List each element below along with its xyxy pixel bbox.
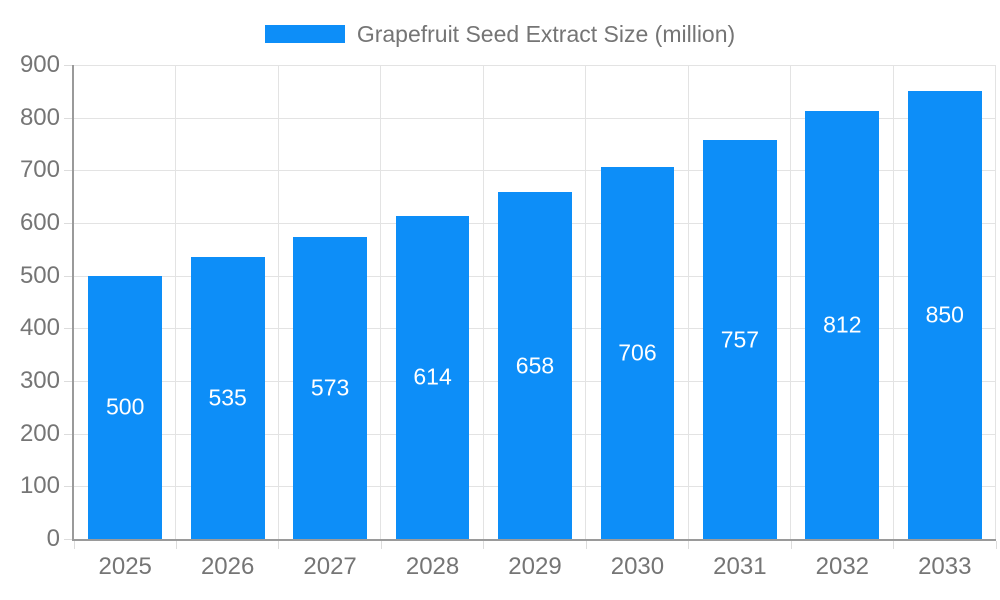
bar-value-label: 850	[925, 301, 964, 328]
bar: 812	[805, 111, 880, 539]
gridline-v	[482, 65, 484, 539]
y-tick-label: 600	[19, 209, 60, 236]
bar: 614	[395, 215, 470, 539]
y-axis-tick	[64, 381, 72, 382]
bar-value-label: 535	[208, 384, 247, 411]
x-tick-label: 2025	[98, 553, 152, 580]
y-axis-tick	[64, 223, 72, 224]
y-tick-label: 200	[19, 419, 60, 447]
plot-area: 0 100 200 300 400 500 600 700 800 900 500 2025 535 20…	[20, 53, 997, 579]
bar: 757	[703, 140, 777, 539]
legend-swatch	[264, 25, 345, 43]
x-axis-tick	[893, 541, 895, 549]
y-axis-tick	[64, 117, 72, 119]
bar: 706	[600, 167, 675, 539]
gridline-h	[74, 170, 996, 172]
gridline-v	[585, 65, 587, 539]
y-tick-label: 100	[19, 472, 60, 500]
y-axis-line	[72, 65, 74, 541]
bar-value-label: 658	[515, 352, 555, 379]
y-axis-tick	[64, 433, 72, 435]
x-tick-label: 2033	[918, 553, 972, 580]
y-axis-tick	[64, 65, 72, 66]
legend: Grapefruit Seed Extract Size (million)	[0, 14, 1000, 54]
y-tick-label: 0	[46, 525, 60, 552]
x-axis-tick	[278, 541, 280, 549]
bar-value-label: 614	[413, 363, 452, 390]
bar-value-label: 706	[618, 339, 657, 366]
legend-label: Grapefruit Seed Extract Size (million)	[356, 20, 736, 47]
y-tick-label: 700	[19, 156, 60, 184]
bar: 500	[88, 275, 163, 539]
gridline-v	[995, 65, 996, 539]
y-axis-tick	[64, 275, 72, 277]
gridline-v	[380, 65, 382, 539]
y-tick-label: 400	[19, 314, 60, 342]
y-tick-label: 900	[19, 51, 60, 78]
y-axis-tick	[64, 539, 72, 540]
x-axis-tick	[73, 541, 75, 549]
x-tick-label: 2030	[610, 553, 665, 580]
bar-value-label: 757	[720, 326, 760, 353]
y-axis-tick	[64, 328, 72, 330]
bar: 850	[907, 91, 982, 539]
x-tick-label: 2031	[713, 553, 767, 580]
gridline-v	[175, 65, 177, 539]
x-axis-tick	[175, 541, 177, 549]
bar-value-label: 500	[106, 393, 145, 420]
x-tick-label: 2027	[303, 553, 357, 580]
bar: 535	[190, 257, 265, 539]
y-tick-label: 500	[19, 261, 60, 289]
gridline-v	[277, 65, 279, 539]
x-axis-tick	[585, 541, 587, 549]
x-tick-label: 2029	[508, 553, 562, 580]
x-axis-tick	[688, 541, 690, 549]
x-axis-line	[72, 539, 996, 541]
x-axis-tick	[483, 541, 485, 549]
gridline-v	[790, 65, 792, 539]
x-tick-label: 2028	[405, 553, 460, 580]
x-axis-tick	[380, 541, 382, 549]
x-tick-label: 2032	[815, 553, 870, 580]
bar: 658	[498, 192, 572, 539]
x-axis-tick	[790, 541, 792, 549]
x-axis-tick	[995, 541, 997, 549]
bar-value-label: 573	[310, 374, 350, 401]
bar-value-label: 812	[823, 311, 862, 338]
gridline-h	[74, 117, 996, 119]
bar: 573	[293, 237, 367, 539]
gridline-v	[892, 65, 894, 539]
x-tick-label: 2026	[200, 553, 255, 580]
y-axis-tick	[64, 170, 72, 172]
y-tick-label: 800	[19, 103, 60, 131]
y-axis-tick	[64, 486, 72, 488]
gridline-h	[74, 65, 996, 66]
gridline-v	[687, 65, 689, 539]
y-tick-label: 300	[19, 367, 60, 394]
